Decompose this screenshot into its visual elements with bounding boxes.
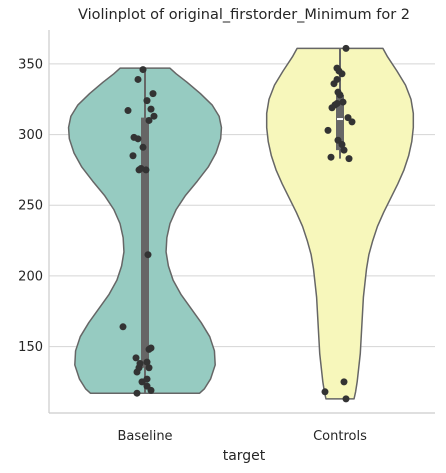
point-baseline-18 [129, 152, 137, 160]
iqr-box-baseline [141, 117, 149, 368]
x-axis-ticks: Baseline Controls [117, 429, 367, 444]
y-axis-ticks: 150 200 250 300 350 [18, 57, 43, 355]
point-baseline-12 [147, 344, 155, 352]
x-axis-title: target [223, 448, 266, 464]
point-baseline-7 [145, 364, 153, 372]
y-tick-label-150: 150 [18, 340, 43, 355]
point-controls-4 [327, 153, 335, 161]
y-tick-label-350: 350 [18, 57, 43, 72]
point-baseline-29 [139, 66, 147, 74]
point-baseline-13 [119, 323, 127, 331]
axes-frame [48, 30, 435, 414]
point-baseline-21 [130, 133, 138, 141]
point-controls-10 [344, 114, 352, 122]
point-baseline-27 [149, 90, 157, 98]
data-points [119, 44, 356, 403]
point-controls-1 [321, 388, 329, 396]
point-controls-7 [334, 136, 342, 144]
point-controls-14 [339, 98, 347, 106]
iqr-box-controls [336, 95, 344, 151]
point-baseline-2 [143, 382, 151, 390]
point-controls-8 [324, 126, 332, 134]
point-controls-0 [342, 395, 350, 403]
point-baseline-14 [144, 251, 152, 259]
point-controls-3 [345, 155, 353, 163]
point-baseline-9 [143, 358, 151, 366]
point-controls-2 [340, 378, 348, 386]
point-baseline-23 [150, 112, 158, 120]
point-baseline-22 [145, 116, 153, 124]
x-tick-label-controls: Controls [313, 429, 367, 444]
y-tick-label-300: 300 [18, 128, 43, 143]
point-controls-22 [342, 44, 350, 52]
x-tick-label-baseline: Baseline [117, 429, 172, 444]
point-baseline-17 [137, 165, 145, 172]
violin-controls [265, 47, 415, 400]
point-baseline-28 [134, 75, 142, 83]
point-baseline-10 [132, 354, 140, 362]
point-controls-18 [333, 75, 341, 83]
point-baseline-8 [136, 360, 144, 368]
point-baseline-4 [143, 375, 151, 383]
point-controls-21 [333, 64, 341, 72]
point-controls-16 [334, 88, 342, 96]
point-baseline-0 [133, 389, 141, 397]
y-tick-label-200: 200 [18, 269, 43, 284]
point-controls-13 [333, 99, 341, 107]
chart-title: Violinplot of original_firstorder_Minimu… [78, 7, 410, 23]
point-baseline-24 [124, 107, 132, 115]
y-tick-label-250: 250 [18, 199, 43, 214]
point-baseline-26 [143, 97, 151, 105]
point-controls-5 [340, 146, 348, 154]
point-baseline-19 [139, 143, 147, 151]
point-baseline-25 [147, 105, 155, 113]
